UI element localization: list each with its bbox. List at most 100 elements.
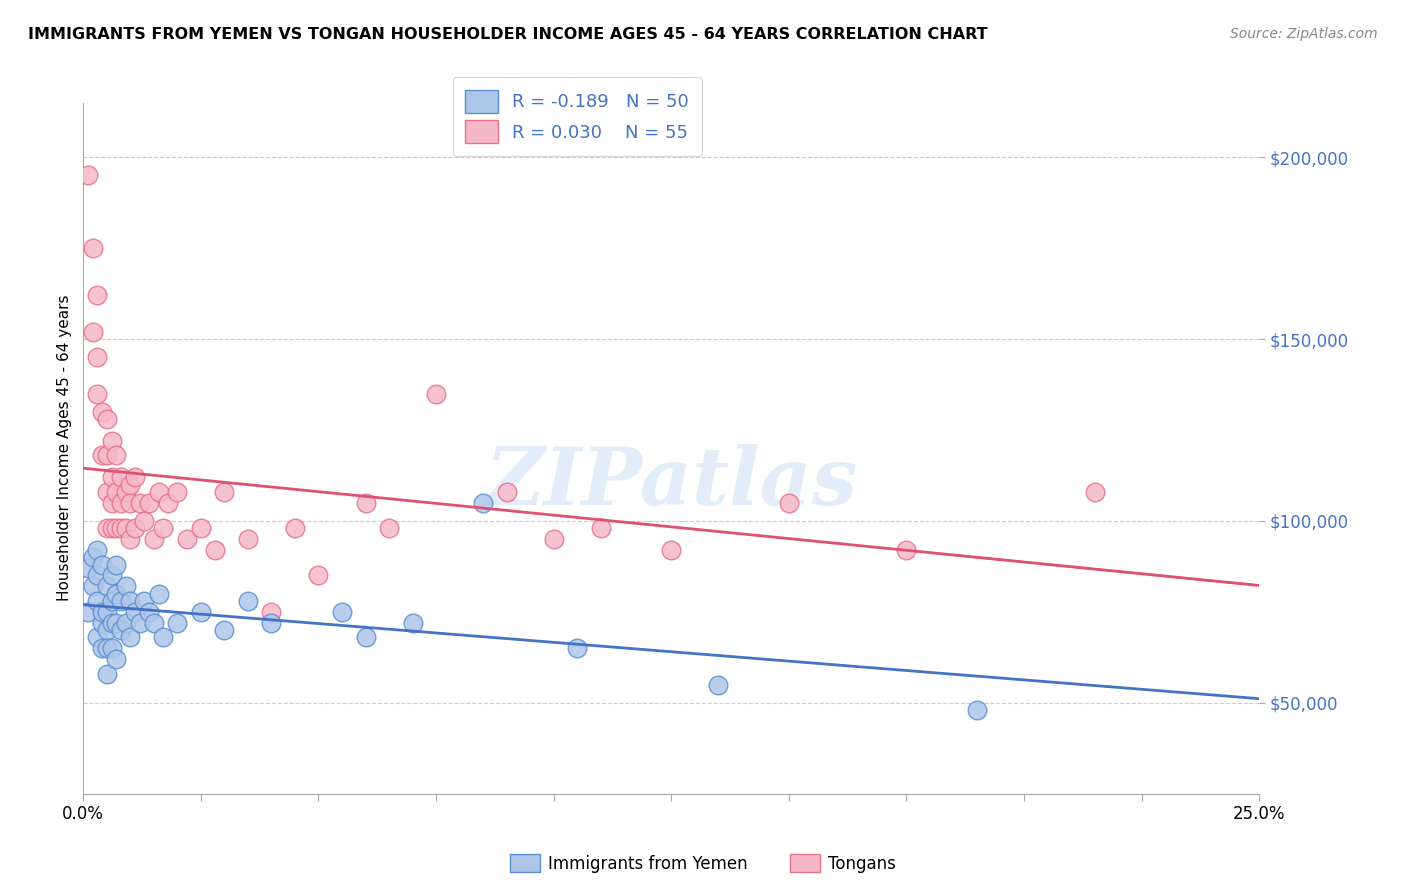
Point [589, 521, 612, 535]
Point [120, 532, 142, 546]
Point [472, 496, 495, 510]
Legend: R = -0.189   N = 50, R = 0.030    N = 55: R = -0.189 N = 50, R = 0.030 N = 55 [453, 78, 702, 156]
Point [260, 615, 283, 630]
Point [96, 579, 118, 593]
Point [543, 532, 565, 546]
Legend: Immigrants from Yemen, Tongans: Immigrants from Yemen, Tongans [503, 847, 903, 880]
Point [138, 605, 160, 619]
Point [105, 615, 128, 630]
Point [114, 484, 136, 499]
Point [330, 605, 353, 619]
Point [96, 521, 118, 535]
Point [82, 550, 104, 565]
Point [110, 594, 132, 608]
Point [96, 449, 118, 463]
Point [114, 615, 136, 630]
Point [354, 630, 377, 644]
Point [100, 568, 122, 582]
Point [128, 496, 150, 510]
Point [100, 496, 122, 510]
Point [142, 532, 165, 546]
Point [100, 434, 122, 448]
Point [110, 623, 132, 637]
Text: ZIPatlas: ZIPatlas [485, 444, 858, 522]
Point [124, 605, 146, 619]
Point [120, 477, 142, 491]
Point [176, 532, 198, 546]
Point [114, 579, 136, 593]
Point [82, 325, 104, 339]
Point [96, 412, 118, 426]
Point [707, 677, 730, 691]
Point [96, 484, 118, 499]
Point [567, 641, 589, 656]
Point [166, 615, 188, 630]
Point [91, 605, 114, 619]
Point [105, 587, 128, 601]
Point [124, 521, 146, 535]
Point [86, 351, 108, 365]
Point [86, 594, 108, 608]
Point [86, 386, 108, 401]
Point [86, 630, 108, 644]
Point [86, 568, 108, 582]
Point [138, 496, 160, 510]
Point [91, 405, 114, 419]
Point [91, 641, 114, 656]
Point [308, 568, 330, 582]
Point [495, 484, 517, 499]
Text: IMMIGRANTS FROM YEMEN VS TONGAN HOUSEHOLDER INCOME AGES 45 - 64 YEARS CORRELATIO: IMMIGRANTS FROM YEMEN VS TONGAN HOUSEHOL… [28, 27, 988, 42]
Point [120, 496, 142, 510]
Point [120, 594, 142, 608]
Point [82, 241, 104, 255]
Point [204, 543, 226, 558]
Point [190, 605, 212, 619]
Point [100, 470, 122, 484]
Point [105, 521, 128, 535]
Point [100, 594, 122, 608]
Point [77, 169, 100, 183]
Point [354, 496, 377, 510]
Point [284, 521, 307, 535]
Point [896, 543, 918, 558]
Point [401, 615, 423, 630]
Point [100, 521, 122, 535]
Point [105, 652, 128, 666]
Point [260, 605, 283, 619]
Point [148, 484, 170, 499]
Point [105, 558, 128, 572]
Point [96, 623, 118, 637]
Point [152, 630, 174, 644]
Point [142, 615, 165, 630]
Point [124, 470, 146, 484]
Point [86, 288, 108, 302]
Point [156, 496, 179, 510]
Point [96, 666, 118, 681]
Point [148, 587, 170, 601]
Point [134, 514, 156, 528]
Point [166, 484, 188, 499]
Point [105, 484, 128, 499]
Point [778, 496, 800, 510]
Point [236, 594, 259, 608]
Point [82, 579, 104, 593]
Point [1084, 484, 1107, 499]
Point [91, 615, 114, 630]
Point [110, 521, 132, 535]
Point [96, 605, 118, 619]
Point [190, 521, 212, 535]
Point [134, 594, 156, 608]
Point [966, 703, 988, 717]
Point [77, 561, 100, 575]
Point [378, 521, 401, 535]
Point [110, 470, 132, 484]
Point [236, 532, 259, 546]
Point [128, 615, 150, 630]
Point [91, 558, 114, 572]
Point [152, 521, 174, 535]
Point [105, 449, 128, 463]
Point [120, 630, 142, 644]
Point [77, 605, 100, 619]
Point [214, 484, 236, 499]
Point [96, 641, 118, 656]
